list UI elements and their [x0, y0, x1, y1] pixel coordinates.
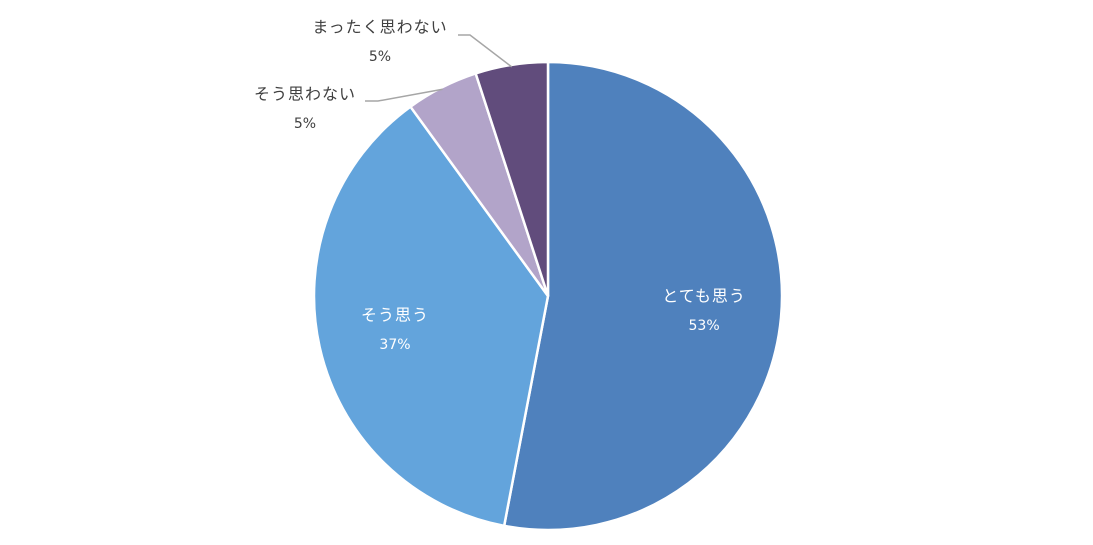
value-label: 5%: [369, 49, 391, 65]
pie-slice: [474, 60, 550, 297]
leader-line: [458, 34, 513, 68]
slice-label: そう思わない: [254, 85, 356, 104]
slice-label: まったく思わない: [312, 18, 447, 37]
pie-slice: [312, 104, 550, 528]
value-label: 5%: [294, 116, 316, 132]
slice-label: とても思う: [662, 286, 746, 305]
value-label: 37%: [379, 337, 410, 353]
leader-line: [365, 88, 443, 102]
value-label: 53%: [689, 318, 720, 334]
pie-slice: [502, 60, 784, 532]
slice-label: そう思う: [361, 306, 429, 325]
